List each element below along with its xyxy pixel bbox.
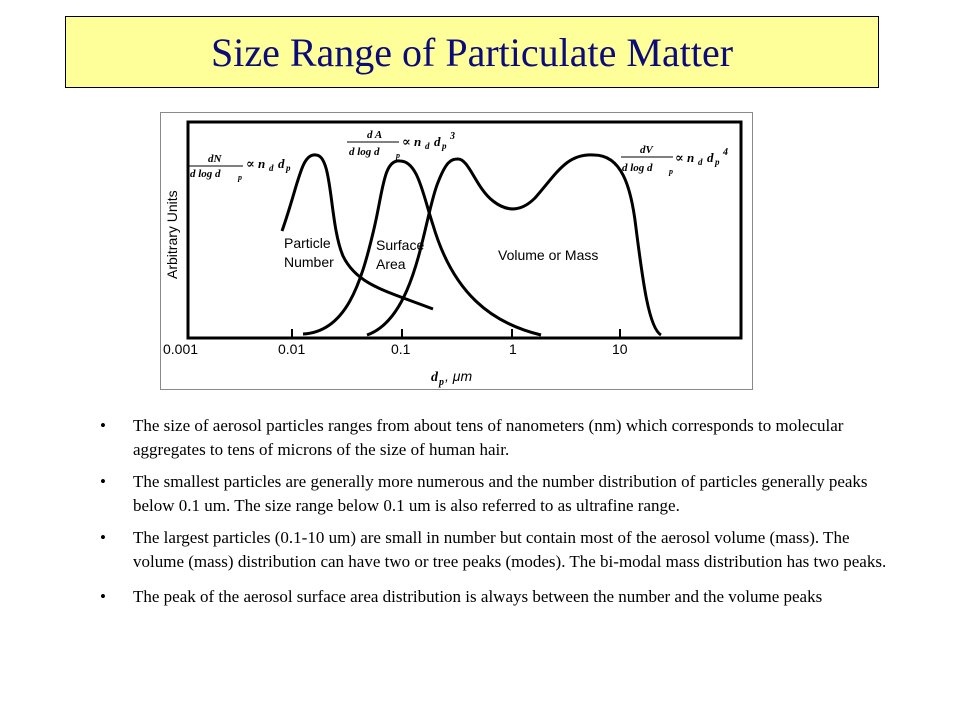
formula-subscript: p — [237, 173, 242, 182]
surface-formula-numerator: d A — [367, 129, 382, 141]
bullet-dot: • — [100, 528, 106, 547]
tick-label: 10 — [612, 341, 628, 357]
number-formula-numerator: dN — [208, 153, 223, 165]
volume-mass-label: Volume or Mass — [498, 247, 598, 263]
volume-formula-numerator: dV — [640, 144, 655, 156]
particle-number-label-line1: Particle — [284, 235, 331, 251]
formula-dp: d — [434, 134, 441, 149]
surface-formula: d A d log d p ∝ n d d p 3 — [347, 129, 455, 160]
surface-area-label-line2: Area — [376, 256, 406, 272]
title-box: Size Range of Particulate Matter — [65, 16, 879, 88]
formula-dp: d — [278, 156, 285, 171]
surface-area-curve — [302, 159, 542, 337]
bullet-dot: • — [100, 472, 106, 491]
x-axis-symbol: d — [431, 370, 439, 385]
tick-label: 0.1 — [391, 341, 411, 357]
surface-formula-rhs: ∝ n — [402, 134, 421, 149]
number-formula: dN d log d p ∝ n d d p — [189, 153, 291, 182]
bullet-text: The largest particles (0.1-10 um) are sm… — [133, 528, 887, 571]
formula-subscript: p — [441, 141, 447, 151]
tick-label: 0.01 — [278, 341, 305, 357]
formula-subscript: d — [425, 141, 430, 151]
surface-formula-denominator: d log d — [349, 146, 380, 158]
formula-subscript: d — [698, 157, 703, 167]
bullet-list: • The size of aerosol particles ranges f… — [100, 414, 890, 620]
formula-subscript: d — [269, 163, 274, 173]
bullet-dot: • — [100, 416, 106, 435]
bullet-item: • The smallest particles are generally m… — [100, 470, 890, 518]
bullet-text: The smallest particles are generally mor… — [133, 472, 868, 515]
bullet-text: The size of aerosol particles ranges fro… — [133, 416, 844, 459]
formula-subscript: p — [395, 151, 400, 160]
volume-mass-curve — [366, 153, 662, 337]
volume-formula-rhs: ∝ n — [675, 150, 694, 165]
formula-power: 3 — [449, 131, 455, 142]
number-formula-rhs: ∝ n — [246, 156, 265, 171]
volume-formula-denominator: d log d — [622, 162, 653, 174]
bullet-item: • The peak of the aerosol surface area d… — [100, 582, 890, 612]
bullet-item: • The size of aerosol particles ranges f… — [100, 414, 890, 462]
figure-svg: 0.001 0.01 0.1 1 10 Arbitrary Units d p … — [163, 120, 743, 388]
particle-number-label-line2: Number — [284, 254, 334, 270]
plot-frame — [186, 120, 743, 340]
formula-subscript: p — [714, 157, 720, 167]
tick-label: 0.001 — [163, 341, 198, 357]
bullet-dot: • — [100, 587, 106, 606]
formula-subscript: p — [285, 163, 291, 173]
bullet-text: The peak of the aerosol surface area dis… — [133, 587, 823, 606]
y-axis-label: Arbitrary Units — [164, 190, 180, 279]
x-axis-unit: , μm — [445, 368, 472, 384]
formula-power: 4 — [722, 147, 728, 158]
tick-label: 1 — [509, 341, 517, 357]
number-formula-denominator: d log d — [190, 168, 221, 180]
x-axis-subscript: p — [438, 377, 444, 388]
particle-number-curve — [280, 153, 434, 311]
formula-subscript: p — [668, 167, 673, 176]
size-distribution-figure: 0.001 0.01 0.1 1 10 Arbitrary Units d p … — [160, 112, 753, 390]
formula-dp: d — [707, 150, 714, 165]
slide-title: Size Range of Particulate Matter — [210, 29, 734, 75]
surface-area-label-line1: Surface — [376, 237, 424, 253]
bullet-item: • The largest particles (0.1-10 um) are … — [100, 526, 890, 574]
volume-formula: dV d log d p ∝ n d d p 4 — [621, 144, 728, 176]
